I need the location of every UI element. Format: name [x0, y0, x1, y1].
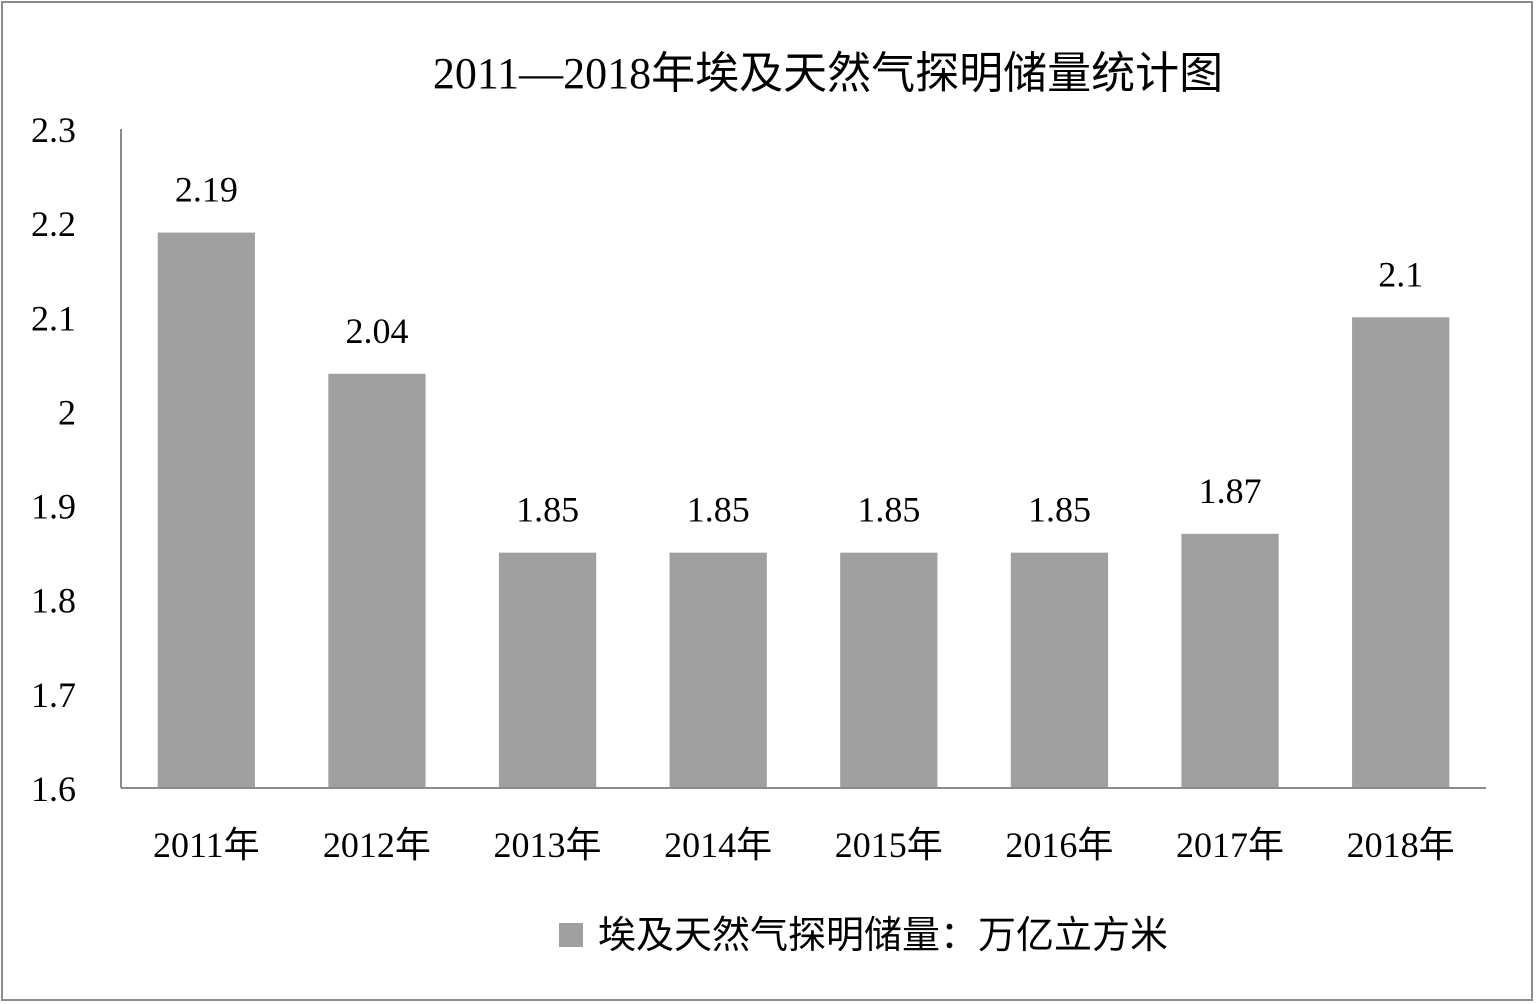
y-axis-ticks: 1.6 1.7 1.8 1.9 2 2.1 2.2 2.3 — [31, 110, 76, 809]
bar — [328, 373, 426, 788]
y-tick-label: 2.1 — [31, 298, 76, 338]
y-tick-label: 2.2 — [31, 204, 76, 244]
bar-value-label: 1.85 — [857, 490, 920, 530]
y-tick-label: 2.3 — [31, 110, 76, 150]
chart-title: 2011—2018年埃及天然气探明储量统计图 — [433, 49, 1223, 98]
bar-value-label: 2.19 — [175, 170, 238, 210]
bars — [157, 232, 1450, 789]
y-tick-label: 1.8 — [31, 581, 76, 621]
legend: 埃及天然气探明储量：万亿立方米 — [559, 915, 1168, 957]
bar — [498, 552, 597, 788]
bar-value-label: 1.85 — [1028, 490, 1091, 530]
x-tick-label: 2017年 — [1176, 825, 1284, 865]
y-tick-label: 1.9 — [31, 487, 76, 527]
y-tick-label: 1.7 — [31, 675, 76, 715]
x-tick-label: 2014年 — [664, 825, 772, 865]
legend-swatch — [559, 923, 583, 947]
bar — [1010, 552, 1109, 788]
x-tick-label: 2015年 — [835, 825, 943, 865]
bar-value-label: 1.85 — [516, 490, 579, 530]
bar-value-label: 1.85 — [687, 490, 750, 530]
bar — [669, 552, 767, 788]
legend-label: 埃及天然气探明储量：万亿立方米 — [598, 915, 1168, 957]
bar-value-label: 2.04 — [345, 311, 408, 351]
bar — [1181, 533, 1279, 788]
x-tick-label: 2016年 — [1005, 825, 1113, 865]
bar-value-label: 2.1 — [1378, 254, 1423, 294]
x-tick-label: 2011年 — [153, 825, 260, 865]
y-tick-label: 1.6 — [31, 769, 76, 809]
x-tick-label: 2012年 — [323, 825, 431, 865]
x-tick-label: 2013年 — [494, 825, 602, 865]
data-labels: 2.19 2.04 1.85 1.85 1.85 1.85 1.87 2.1 — [175, 170, 1423, 530]
bar — [840, 552, 938, 788]
x-axis-ticks: 2011年 2012年 2013年 2014年 2015年 2016年 2017年 2018年 — [153, 825, 1455, 865]
x-tick-label: 2018年 — [1347, 825, 1455, 865]
bar — [157, 232, 255, 789]
y-tick-label: 2 — [58, 392, 76, 432]
bar — [1352, 317, 1450, 788]
bar-value-label: 1.87 — [1199, 471, 1262, 511]
